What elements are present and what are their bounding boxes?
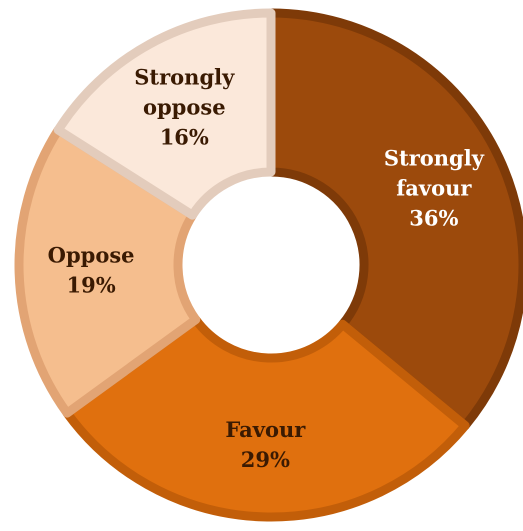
slice-strongly-oppose (53, 8, 276, 220)
slice-category-label: Oppose (48, 243, 135, 268)
slice-category-label: Strongly (134, 64, 235, 89)
slice-category-label: Favour (225, 417, 306, 442)
slice-category-label: oppose (143, 94, 226, 119)
slice-category-label: favour (396, 175, 472, 200)
slice-label-strongly-oppose: Strongly oppose 16% (134, 64, 235, 149)
slice-category-label: Strongly (384, 145, 485, 170)
slice-label-strongly-favour: Strongly favour 36% (384, 145, 485, 230)
slice-oppose (14, 125, 201, 418)
slice-favour (62, 315, 470, 522)
slice-percent-label: 16% (160, 124, 209, 149)
slice-percent-label: 19% (66, 273, 115, 298)
slice-strongly-favour (266, 8, 523, 431)
slice-percent-label: 36% (409, 205, 458, 230)
slice-label-oppose: Oppose 19% (48, 243, 135, 298)
slice-label-favour: Favour 29% (225, 417, 306, 472)
slice-percent-label: 29% (241, 447, 290, 472)
